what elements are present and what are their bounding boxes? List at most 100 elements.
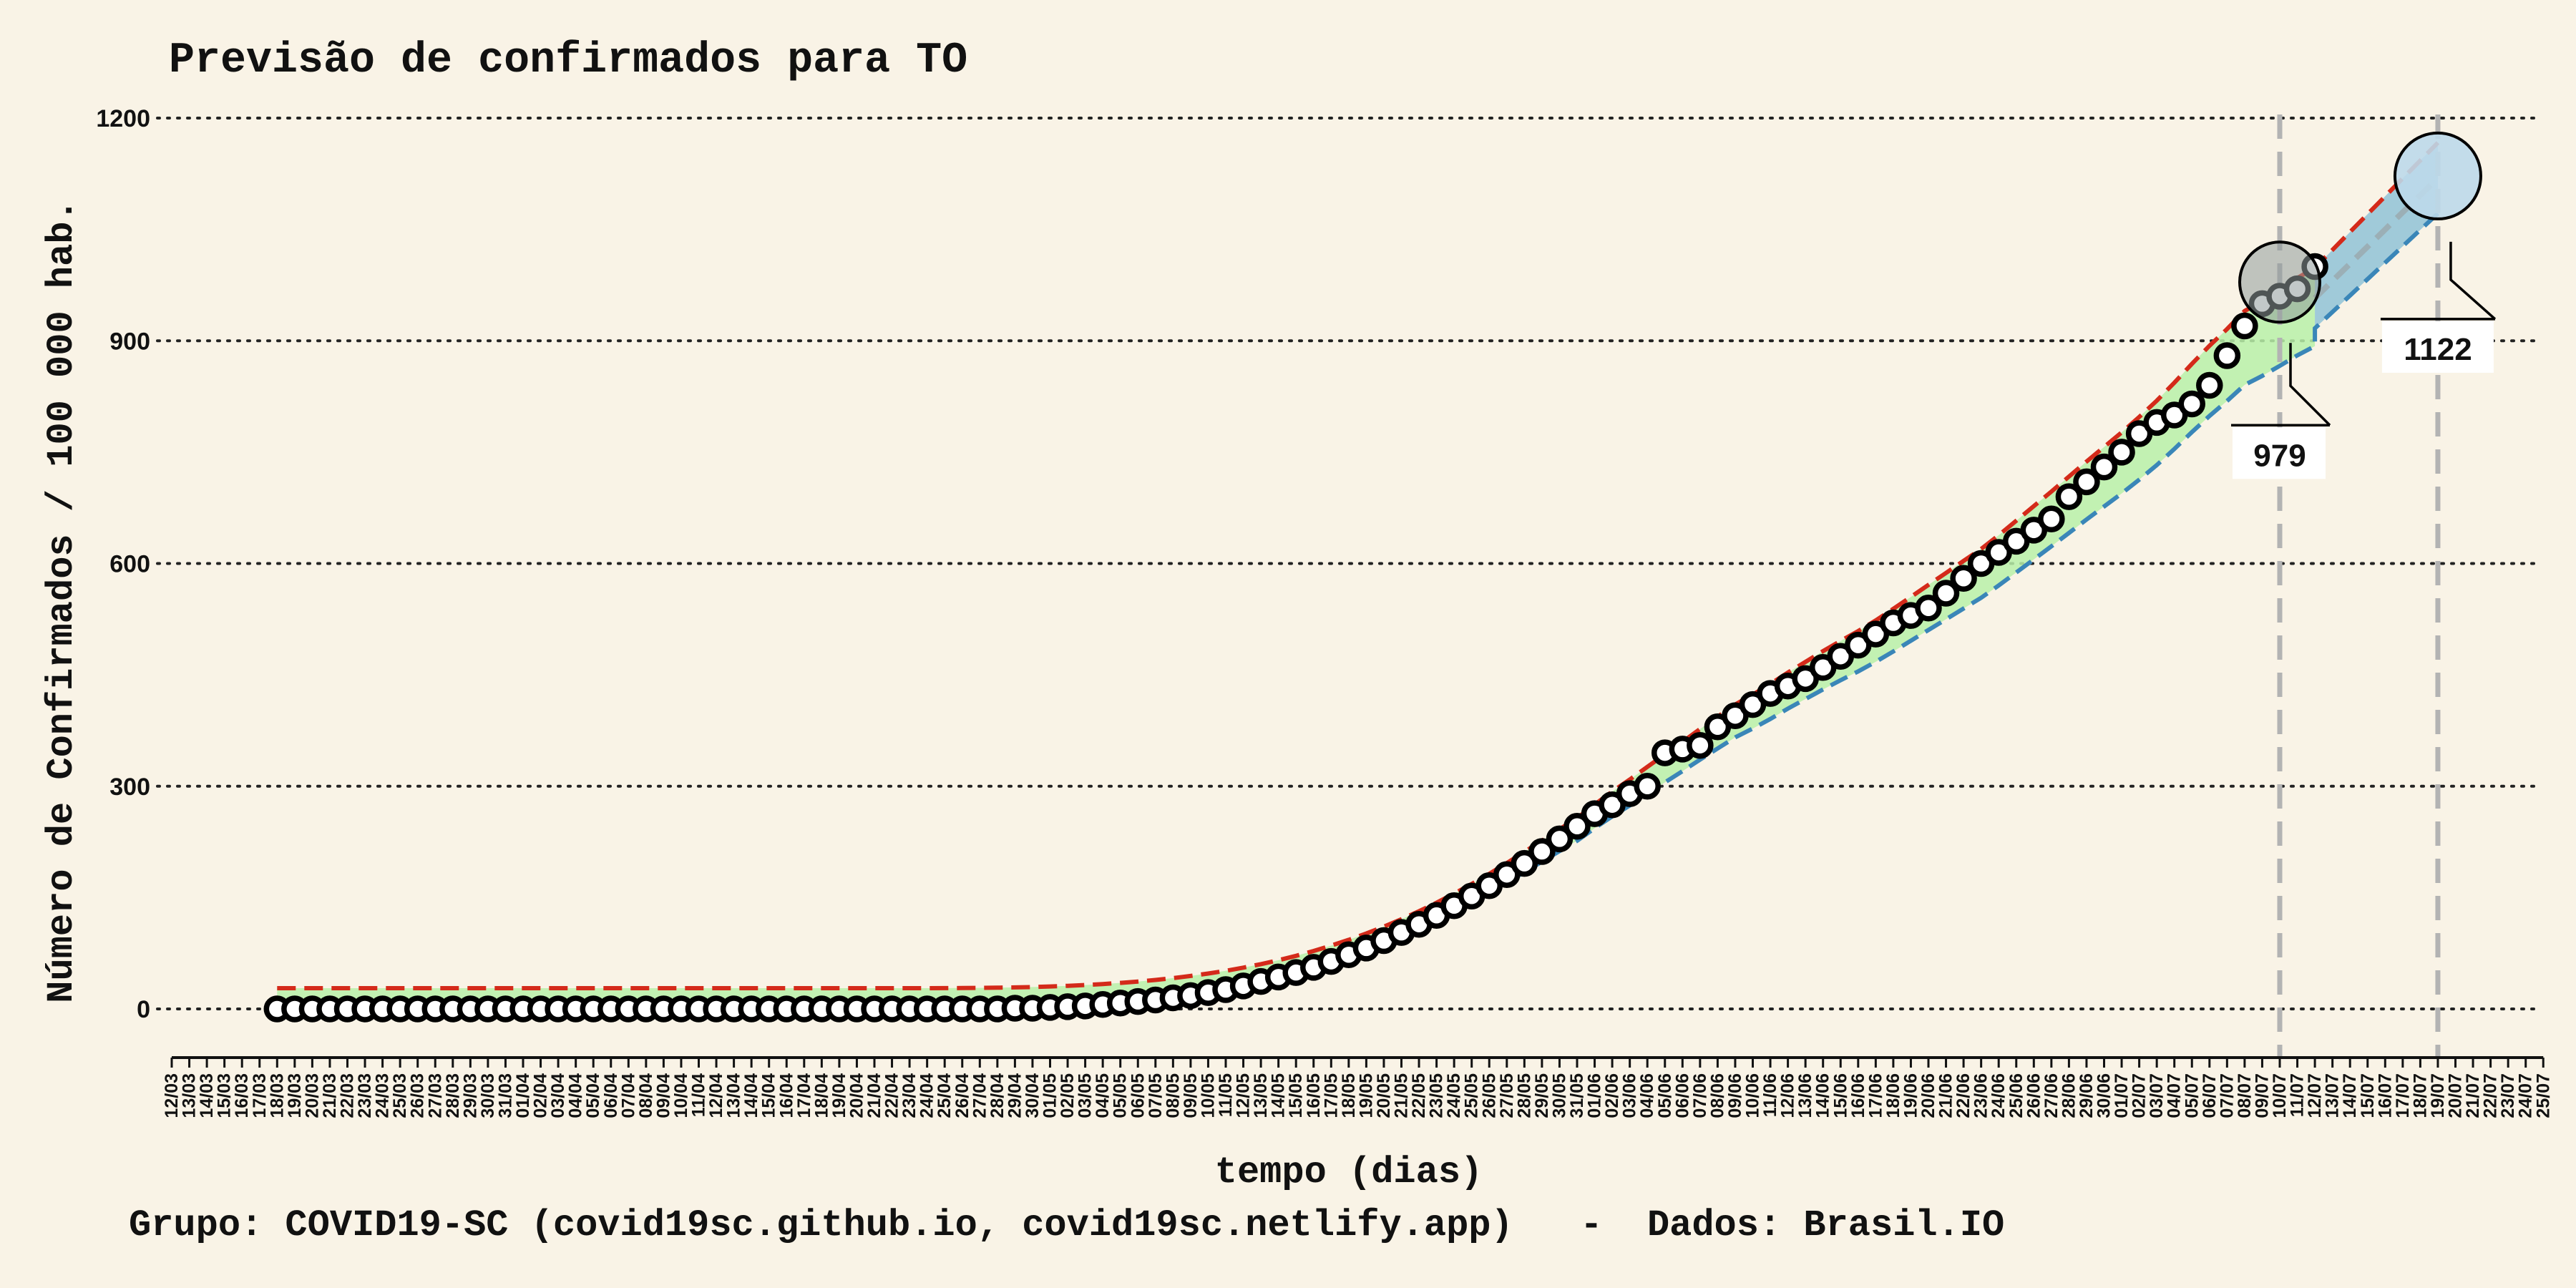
- y-tick-label: 300: [109, 774, 150, 801]
- annotation-value-1122: 1122: [2404, 332, 2472, 367]
- x-tick-label: 20/06: [1918, 1073, 1938, 1118]
- x-tick-label: 21/05: [1392, 1073, 1412, 1118]
- x-tick-label: 14/06: [1813, 1073, 1833, 1118]
- x-tick-label: 02/04: [531, 1073, 551, 1118]
- x-tick-label: 15/03: [215, 1073, 235, 1118]
- x-tick-label: 24/04: [917, 1073, 937, 1118]
- x-tick-label: 31/05: [1567, 1073, 1587, 1118]
- forecast-marker-10-07: [2238, 240, 2321, 324]
- x-tick-label: 10/04: [671, 1073, 691, 1118]
- observed-point: [1563, 813, 1591, 840]
- x-tick-label: 10/05: [1198, 1073, 1218, 1118]
- x-tick-label: 09/04: [653, 1073, 673, 1118]
- grid: [156, 117, 2538, 1010]
- x-tick-label: 14/03: [197, 1073, 217, 1118]
- x-tick-label: 27/05: [1497, 1073, 1517, 1118]
- observed-point: [2108, 439, 2135, 466]
- x-tick-label: 09/05: [1181, 1073, 1201, 1118]
- x-tick-label: 13/03: [180, 1073, 200, 1118]
- x-tick-label: 18/06: [1883, 1073, 1903, 1118]
- x-tick-label: 29/03: [460, 1073, 480, 1118]
- x-tick-label: 20/05: [1374, 1073, 1394, 1118]
- x-tick-label: 22/05: [1409, 1073, 1429, 1118]
- observed-point: [1915, 595, 1942, 622]
- x-tick-label: 22/04: [882, 1073, 902, 1118]
- observed-point: [1932, 580, 1960, 607]
- x-tick-label: 30/05: [1549, 1073, 1569, 1118]
- observed-point: [2090, 453, 2118, 481]
- x-tick-label: 03/05: [1075, 1073, 1096, 1118]
- x-tick-label: 13/04: [724, 1073, 744, 1118]
- x-tick-label: 25/04: [935, 1073, 955, 1118]
- x-tick-label: 03/04: [548, 1073, 568, 1118]
- x-tick-label: 26/03: [408, 1073, 428, 1118]
- annotation-box: [2233, 427, 2326, 479]
- x-tick-label: 19/03: [285, 1073, 305, 1118]
- x-tick-label: 03/06: [1620, 1073, 1640, 1118]
- x-tick-label: 18/07: [2410, 1073, 2430, 1118]
- x-tick-label: 31/03: [495, 1073, 515, 1118]
- observed-point: [2196, 371, 2223, 399]
- x-tick-label: 28/06: [2059, 1073, 2079, 1118]
- x-tick-label: 11/04: [689, 1073, 709, 1117]
- x-tick-label: 17/04: [794, 1073, 814, 1118]
- x-tick-label: 04/04: [566, 1073, 586, 1118]
- x-tick-label: 03/07: [2147, 1073, 2167, 1118]
- x-tick-label: 07/05: [1146, 1073, 1166, 1118]
- annotation-leader: [2289, 343, 2331, 426]
- x-tick-label: 11/07: [2288, 1073, 2308, 1117]
- x-tick-label: 11/05: [1216, 1073, 1236, 1117]
- x-tick-label: 27/03: [425, 1073, 445, 1118]
- x-tick-label: 06/07: [2200, 1073, 2220, 1118]
- x-tick-label: 04/07: [2165, 1073, 2185, 1118]
- x-tick-label: 06/05: [1128, 1073, 1148, 1118]
- x-axis: 12/0313/0314/0315/0316/0317/0318/0319/03…: [162, 1056, 2553, 1118]
- x-tick-label: 30/06: [2094, 1073, 2114, 1118]
- observed-point: [2073, 468, 2100, 496]
- observed-point: [2178, 390, 2205, 418]
- observed-point: [2213, 342, 2241, 369]
- x-tick-label: 22/06: [1953, 1073, 1974, 1118]
- x-tick-label: 05/05: [1111, 1073, 1131, 1118]
- observed-point: [2055, 483, 2083, 510]
- x-tick-label: 17/07: [2393, 1073, 2413, 1118]
- x-tick-label: 02/06: [1602, 1073, 1622, 1118]
- observed-point: [1634, 773, 1661, 800]
- x-tick-label: 22/03: [338, 1073, 358, 1118]
- x-tick-label: 08/04: [636, 1073, 656, 1118]
- x-tick-label: 24/06: [1989, 1073, 2009, 1118]
- x-tick-label: 24/07: [2516, 1073, 2536, 1118]
- x-tick-label: 19/06: [1901, 1073, 1921, 1118]
- observed-points: [263, 253, 2328, 1023]
- x-tick-label: 07/06: [1690, 1073, 1710, 1118]
- x-tick-label: 25/05: [1462, 1073, 1482, 1118]
- x-tick-label: 05/04: [583, 1073, 603, 1118]
- x-tick-label: 15/06: [1830, 1073, 1850, 1118]
- x-tick-label: 16/06: [1848, 1073, 1868, 1118]
- x-tick-label: 14/07: [2340, 1073, 2360, 1118]
- chart-title: Previsão de confirmados para TO: [169, 36, 967, 85]
- footer-credit: Grupo: COVID19-SC (covid19sc.github.io, …: [129, 1204, 2004, 1246]
- x-tick-label: 21/03: [320, 1073, 340, 1118]
- x-tick-label: 23/07: [2498, 1073, 2518, 1118]
- x-tick-label: 29/05: [1532, 1073, 1552, 1118]
- x-tick-label: 28/03: [443, 1073, 463, 1118]
- x-tick-label: 26/04: [952, 1073, 972, 1118]
- x-tick-label: 11/06: [1760, 1073, 1780, 1117]
- y-tick-label: 1200: [96, 105, 150, 132]
- x-tick-label: 21/07: [2463, 1073, 2483, 1118]
- x-tick-label: 22/07: [2481, 1073, 2501, 1118]
- x-tick-label: 16/04: [776, 1073, 796, 1118]
- forecast-markers: 979 1122: [2231, 131, 2497, 479]
- x-tick-label: 01/04: [513, 1073, 533, 1118]
- observed-point: [1950, 565, 1977, 592]
- x-tick-label: 01/06: [1585, 1073, 1605, 1118]
- x-tick-label: 12/03: [162, 1073, 182, 1118]
- x-tick-label: 13/07: [2323, 1073, 2343, 1118]
- x-tick-label: 10/06: [1743, 1073, 1763, 1118]
- x-tick-label: 02/07: [2129, 1073, 2150, 1118]
- upper-bound-line: [277, 141, 2440, 990]
- x-tick-label: 29/06: [2077, 1073, 2097, 1118]
